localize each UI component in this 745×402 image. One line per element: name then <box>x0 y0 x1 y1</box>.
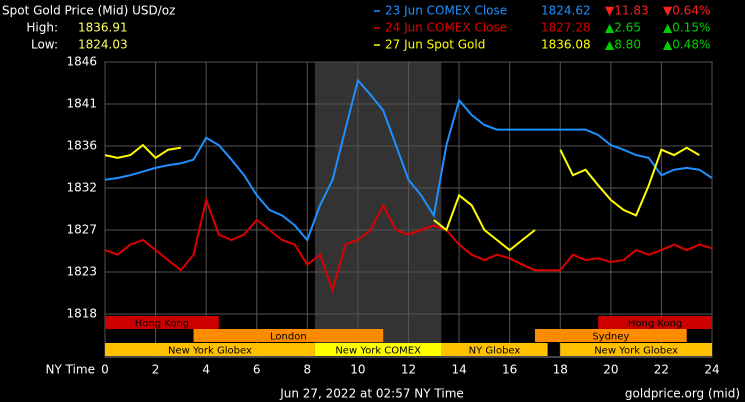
x-tick-label: 16 <box>502 363 517 377</box>
x-tick-label: 2 <box>152 363 160 377</box>
session-bar <box>441 343 548 356</box>
legend-change-pct: ▲0.48% <box>663 38 710 52</box>
session-bar <box>105 343 315 356</box>
x-tick-label: 22 <box>654 363 669 377</box>
x-tick-label: 0 <box>101 363 109 377</box>
session-bar <box>193 329 384 342</box>
session-label: London <box>270 332 307 343</box>
y-tick-label: 1836 <box>66 139 97 153</box>
session-label: Hong Kong <box>135 319 189 330</box>
x-tick-label: 8 <box>304 363 312 377</box>
low-label: Low: <box>31 38 58 52</box>
session-bar <box>534 329 687 342</box>
session-bar <box>598 316 712 329</box>
x-tick-label: 12 <box>401 363 416 377</box>
y-tick-label: 1832 <box>66 181 97 195</box>
x-tick-label: 6 <box>253 363 261 377</box>
legend-change: ▼11.83 <box>605 4 649 18</box>
session-label: New York COMEX <box>335 346 421 357</box>
legend-change: ▲8.80 <box>605 38 641 52</box>
legend-change: ▲2.65 <box>605 21 641 35</box>
y-tick-label: 1823 <box>66 265 97 279</box>
x-tick-label: 20 <box>603 363 618 377</box>
series-line <box>104 78 713 242</box>
y-tick-label: 1846 <box>66 55 97 69</box>
session-label: New York Globex <box>594 346 678 357</box>
source: goldprice.org (mid) <box>625 387 740 401</box>
highlight <box>314 62 442 357</box>
y-tick-label: 1818 <box>66 307 97 321</box>
x-tick-label: 10 <box>350 363 365 377</box>
session-bar <box>560 343 712 356</box>
legend-last: 1836.08 <box>541 38 591 52</box>
chart-title: Spot Gold Price (Mid) USD/oz <box>2 4 175 18</box>
timestamp: Jun 27, 2022 at 02:57 NY Time <box>279 387 464 401</box>
legend-name: 24 Jun COMEX Close <box>385 21 507 35</box>
legend-name: 23 Jun COMEX Close <box>385 4 507 18</box>
session-label: NY Globex <box>469 346 521 357</box>
x-axis-label: NY Time <box>46 363 96 377</box>
session-bar <box>105 316 219 329</box>
y-tick-label: 1827 <box>66 223 97 237</box>
y-tick-label: 1841 <box>66 97 97 111</box>
legend-name: 27 Jun Spot Gold <box>385 38 485 52</box>
x-tick-label: 18 <box>553 363 568 377</box>
session-label: Sydney <box>592 332 629 343</box>
x-tick-label: 4 <box>202 363 210 377</box>
legend-last: 1827.28 <box>541 21 591 35</box>
legend-last: 1824.62 <box>541 4 591 18</box>
series-line <box>104 196 713 294</box>
session-label: New York Globex <box>168 346 252 357</box>
session-bar <box>314 343 442 356</box>
legend-change-pct: ▼0.64% <box>663 4 710 18</box>
legend-change-pct: ▲0.15% <box>663 21 710 35</box>
session-label: Hong Kong <box>628 319 682 330</box>
series-line <box>104 143 700 252</box>
x-tick-label: 24 <box>704 363 719 377</box>
x-tick-label: 14 <box>451 363 466 377</box>
low-value: 1824.03 <box>78 38 128 52</box>
high-label: High: <box>26 21 58 35</box>
high-value: 1836.91 <box>78 21 128 35</box>
